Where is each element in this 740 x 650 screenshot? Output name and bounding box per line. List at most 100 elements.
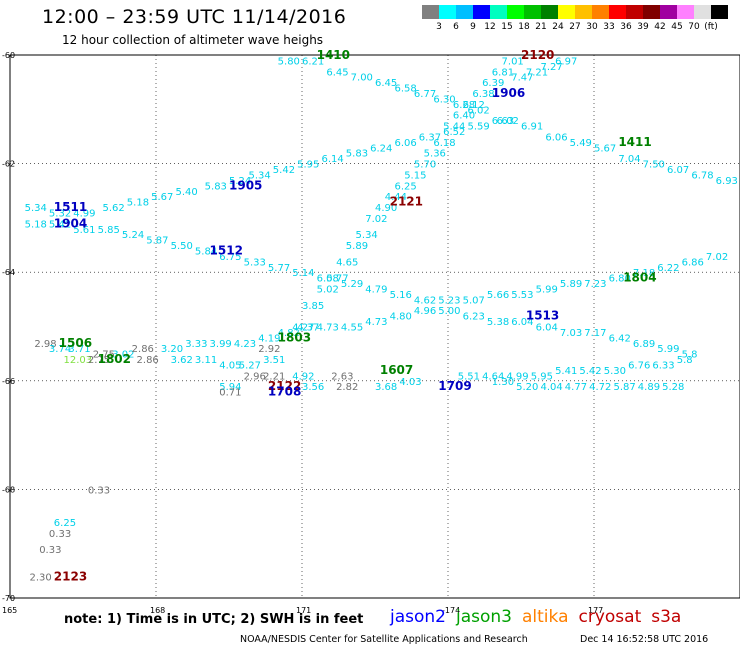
wave-height-value: 5.87 xyxy=(613,382,635,393)
wave-height-value: 7.18 xyxy=(633,268,655,279)
wave-height-value: 3.71 xyxy=(68,344,90,355)
wave-height-value: 4.92 xyxy=(292,371,314,382)
wave-height-value: 5.44 xyxy=(443,122,465,133)
wave-height-value: 5.32 xyxy=(49,208,71,219)
wave-height-value: 5.36 xyxy=(424,149,446,160)
wave-height-value: 3.74 xyxy=(49,344,71,355)
wave-height-value: 5.95 xyxy=(297,160,319,171)
legend-swatch xyxy=(575,5,592,19)
wave-height-value: 6.93 xyxy=(716,176,738,187)
wave-height-value: 4.73 xyxy=(317,323,339,334)
satellite-s3a: s3a xyxy=(651,607,682,627)
track-labels-layer: 1410 2120 1906 1411 1905 2121 1511 1904 1512 1804… xyxy=(54,48,657,583)
wave-height-value: 6.06 xyxy=(545,132,567,143)
wave-height-value: 5.34 xyxy=(248,170,270,181)
wave-height-value: 5.59 xyxy=(467,122,489,133)
wave-height-value: 6.07 xyxy=(667,165,689,176)
wave-height-value: 5.53 xyxy=(511,290,533,301)
wave-height-value: 5.8 xyxy=(682,350,698,361)
wave-height-value: 6.52 xyxy=(443,127,465,138)
wave-height-value: 6.21 xyxy=(302,56,324,67)
wave-height-value: 0.71 xyxy=(219,388,241,399)
map-border xyxy=(9,54,740,599)
wave-height-value: 2.30 xyxy=(29,572,51,583)
wave-height-value: 7.02 xyxy=(706,252,728,263)
wave-height-value: 5.16 xyxy=(390,290,412,301)
wave-height-value: 5.50 xyxy=(171,241,193,252)
track-time-label: 1708 xyxy=(268,385,301,399)
legend-swatch xyxy=(694,5,711,19)
legend-swatch xyxy=(439,5,456,19)
satellite-jason3: jason3 xyxy=(456,607,512,627)
wave-height-value: 5.85 xyxy=(98,225,120,236)
legend-swatch xyxy=(422,5,439,19)
wave-height-value: 6.91 xyxy=(521,122,543,133)
wave-height-value: 6.08 xyxy=(317,274,339,285)
wave-height-value: 5.77 xyxy=(326,274,348,285)
legend-swatch xyxy=(473,5,490,19)
longitude-label: 171 xyxy=(296,606,311,615)
legend-swatch xyxy=(524,5,541,19)
wave-height-value: 5.23 xyxy=(438,295,460,306)
legend-label: 39 xyxy=(637,22,649,32)
legend-label: 42 xyxy=(654,22,666,32)
wave-height-value: 7.04 xyxy=(618,154,640,165)
wave-height-value: 6.12 xyxy=(463,100,485,111)
wave-height-value: 5.30 xyxy=(604,366,626,377)
legend-label: (ft) xyxy=(704,22,718,32)
wave-height-value: 6.75 xyxy=(219,252,241,263)
wave-height-value: 6.23 xyxy=(463,312,485,323)
wave-height-value: 7.27 xyxy=(540,62,562,73)
legend-swatch xyxy=(711,5,728,19)
wave-height-value: 6.06 xyxy=(394,138,416,149)
wave-height-value: 5.49 xyxy=(570,138,592,149)
observations-layer: 5.80 6.216.45 7.00 6.456.586.776.306.286.02… xyxy=(25,56,738,583)
satellite-cryosat: cryosat xyxy=(578,607,642,627)
wave-height-value: 5.42 xyxy=(49,219,71,230)
wave-height-value: 6.97 xyxy=(555,56,577,67)
wave-height-value: 5.28 xyxy=(662,382,684,393)
wave-height-value: 5.38 xyxy=(487,317,509,328)
wave-height-value: 6.18 xyxy=(433,138,455,149)
legend-label: 6 xyxy=(453,22,459,32)
wave-height-value: 5.27 xyxy=(239,361,261,372)
wave-height-value: 4.73 xyxy=(365,317,387,328)
wave-height-value: 7.50 xyxy=(643,160,665,171)
timestamp-text: Dec 14 16:52:58 UTC 2016 xyxy=(580,634,709,645)
wave-height-value: 4.03 xyxy=(399,377,421,388)
credit-text: NOAA/NESDIS Center for Satellite Applica… xyxy=(240,634,528,645)
wave-height-value: 5.14 xyxy=(292,268,314,279)
wave-height-value: 5.83 xyxy=(346,149,368,160)
wave-height-value: 4.23 xyxy=(234,339,256,350)
track-time-label: 2120 xyxy=(521,48,554,62)
wave-height-value: 5.42 xyxy=(273,165,295,176)
wave-height-value: 5.80 xyxy=(278,56,300,67)
wave-height-value: 2.75 xyxy=(88,355,110,366)
legend-swatch xyxy=(456,5,473,19)
wave-height-value: 4.55 xyxy=(341,323,363,334)
legend-label: 45 xyxy=(671,22,683,32)
latitude-label: -70 xyxy=(2,594,15,603)
longitude-label: 168 xyxy=(150,606,165,615)
wave-height-value: 5.34 xyxy=(25,203,47,214)
wave-height-value: 4.96 xyxy=(414,306,436,317)
wave-height-value: 4.99 xyxy=(506,371,528,382)
satellite-altika: altika xyxy=(522,607,569,627)
legend-swatch xyxy=(677,5,694,19)
wave-height-value: 5.40 xyxy=(175,187,197,198)
legend-label: 33 xyxy=(603,22,615,32)
wave-height-value: 2.96 xyxy=(244,371,266,382)
wave-height-value: 2.86 xyxy=(132,344,154,355)
wave-height-value: 3.02 xyxy=(112,350,134,361)
wave-height-value: 6.04 xyxy=(536,323,558,334)
wave-height-value: 5.18 xyxy=(25,219,47,230)
wave-height-value: 6.22 xyxy=(657,263,679,274)
wave-height-value: 0.33 xyxy=(39,545,61,556)
wave-height-value: 3.33 xyxy=(185,339,207,350)
footer-note: note: 1) Time is in UTC; 2) SWH is in fe… xyxy=(64,612,364,627)
wave-height-value: 5.83 xyxy=(205,181,227,192)
wave-height-value: 4.99 xyxy=(73,208,95,219)
wave-height-value: 4.04 xyxy=(540,382,562,393)
wave-height-value: 6.76 xyxy=(628,361,650,372)
longitude-label: 177 xyxy=(588,606,603,615)
